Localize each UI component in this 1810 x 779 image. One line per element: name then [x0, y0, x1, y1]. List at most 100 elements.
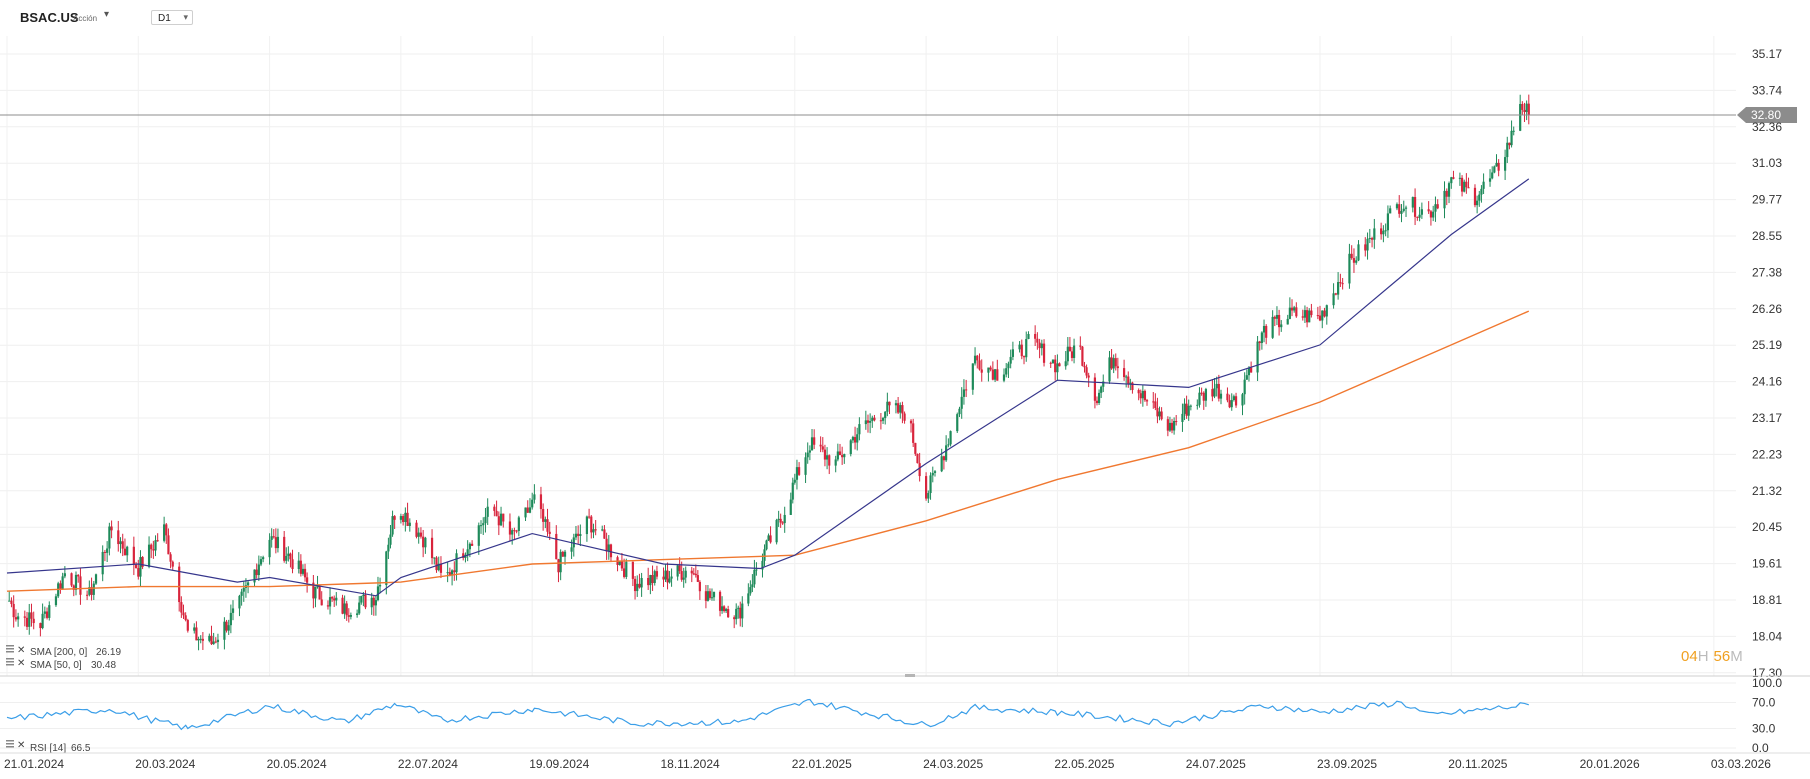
candle-body [1007, 363, 1010, 369]
candle-body [1085, 367, 1088, 376]
candle-body [1241, 394, 1244, 406]
candle-body [1114, 358, 1117, 367]
legend-rsi[interactable]: ✕ RSI [14] 66.5 [6, 740, 91, 754]
candle-body [103, 551, 107, 553]
candle-body [579, 534, 582, 536]
candle-body [1112, 358, 1115, 369]
price-tick-label: 31.03 [1752, 156, 1782, 170]
candle-body [270, 536, 273, 540]
candle-body [825, 455, 829, 460]
candle-body [592, 529, 595, 533]
candle-body [1447, 183, 1451, 197]
candle-body [710, 597, 714, 599]
candle-body [987, 367, 990, 373]
candle-body [415, 522, 418, 537]
timer-minutes-unit: M [1730, 648, 1743, 665]
candle-body [668, 578, 671, 583]
candle-body [74, 574, 78, 590]
candle-body [544, 519, 547, 522]
candle-body [1070, 351, 1074, 358]
price-tick-label: 33.74 [1752, 83, 1782, 97]
candle-body [903, 413, 906, 421]
candle-body [257, 564, 260, 576]
candle-body [918, 463, 921, 477]
candle-body [647, 577, 650, 586]
candle-body [268, 539, 271, 558]
sma200-value: 26.19 [96, 647, 121, 658]
candle-body [79, 576, 82, 595]
sma200-line [6, 310, 1530, 592]
candle-body [810, 437, 814, 451]
candle-body [356, 613, 359, 616]
candle-body [996, 369, 999, 381]
candle-body [1256, 341, 1259, 373]
candle-body [1463, 181, 1466, 192]
candle-body [240, 591, 243, 596]
candle-body [448, 572, 451, 576]
candle-body [718, 591, 722, 611]
timer-hours: 04 [1681, 648, 1698, 665]
date-tick-label: 24.07.2025 [1186, 757, 1246, 771]
candle-body [978, 360, 981, 370]
candle-body [763, 549, 766, 561]
candle-body [1036, 338, 1039, 343]
candle-body [1288, 307, 1291, 319]
candle-body [1512, 130, 1515, 132]
candle-body [435, 557, 438, 571]
close-icon[interactable]: ✕ [17, 658, 25, 669]
candle-body [1079, 345, 1082, 347]
candle-body [526, 507, 529, 513]
candle-body [374, 600, 377, 606]
close-icon[interactable]: ✕ [17, 645, 25, 656]
candle-body [559, 551, 562, 573]
candle-body [408, 522, 411, 526]
candle-body [316, 586, 319, 588]
candle-body [720, 606, 724, 611]
candle-body [1400, 210, 1403, 214]
candle-body [528, 507, 532, 513]
symbol-name[interactable]: BSAC.US [20, 10, 79, 25]
candle-body [1129, 382, 1132, 384]
candle-body [1027, 333, 1030, 339]
candle-body [1215, 383, 1218, 389]
candle-body [962, 389, 966, 397]
candle-body [1170, 422, 1174, 431]
candle-body [1093, 377, 1097, 401]
candle-body [39, 623, 42, 629]
candle-body [169, 554, 172, 562]
candle-body [940, 456, 943, 472]
candle-body [853, 437, 857, 443]
candle-body [1458, 177, 1462, 179]
candle-body [653, 571, 656, 584]
legend-sma50[interactable]: ✕ SMA [50, 0] 30.48 [6, 658, 116, 671]
candle-body [306, 577, 309, 583]
rsi-tick-label: 100.0 [1752, 676, 1782, 690]
pane-resize-handle[interactable] [905, 674, 915, 677]
settings-icon[interactable] [6, 645, 14, 653]
candle-body [1380, 228, 1383, 235]
candle-body [976, 355, 979, 361]
symbol-dropdown-icon[interactable]: ▾ [104, 9, 110, 20]
candle-body [781, 522, 784, 524]
candle-body [623, 568, 626, 577]
candle-body [1402, 208, 1405, 211]
legend-sma200[interactable]: ✕ SMA [200, 0] 26.19 [6, 645, 121, 658]
price-tick-label: 20.45 [1752, 520, 1782, 534]
candle-body [735, 608, 738, 620]
candle-body [609, 544, 613, 558]
close-icon[interactable]: ✕ [17, 740, 25, 751]
timeframe-select[interactable]: D1 ▾ [151, 10, 193, 25]
candle-body [942, 456, 946, 461]
candle-body [1332, 293, 1335, 306]
settings-icon[interactable] [6, 740, 14, 748]
candle-body [1083, 365, 1086, 368]
candle-body [479, 525, 483, 527]
candle-body [225, 621, 228, 631]
candle-body [360, 595, 363, 603]
rsi-axis: 100.0 70.0 30.0 0.0 [1752, 676, 1782, 755]
date-tick-label: 18.11.2024 [661, 757, 720, 771]
candle-body [651, 575, 654, 584]
settings-icon[interactable] [6, 658, 14, 666]
candle-body [446, 572, 449, 574]
